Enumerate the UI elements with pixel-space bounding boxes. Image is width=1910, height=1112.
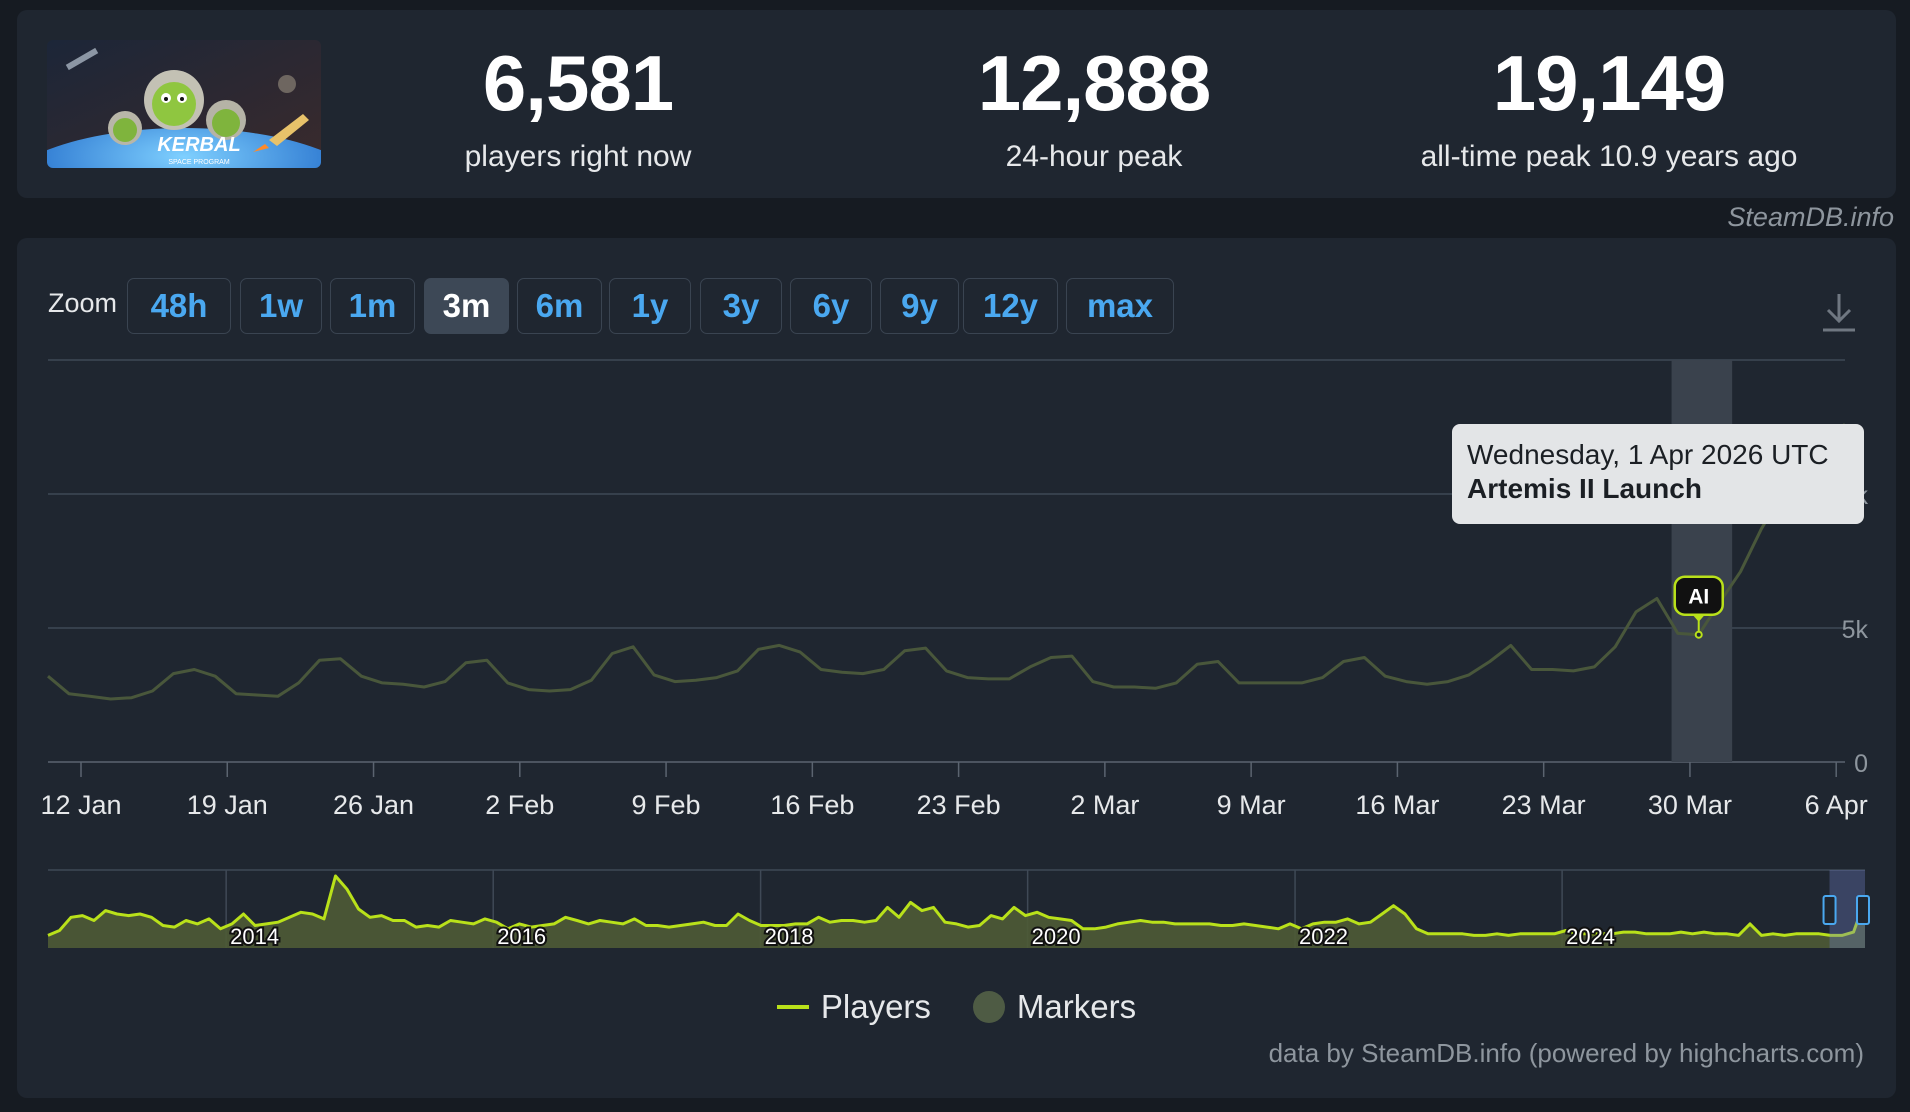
x-tick-label: 9 Feb — [632, 790, 701, 820]
peak-24h-value: 12,888 — [977, 39, 1212, 127]
marker-flag-pointer — [1691, 613, 1706, 622]
navigator-handle-right — [1856, 895, 1870, 925]
peak-24h-label: 24-hour peak — [1005, 140, 1183, 173]
x-tick-label: 26 Jan — [333, 790, 414, 820]
peak-24h-stat: 12,888 24-hour peak — [884, 44, 1304, 174]
legend-item-players[interactable]: Players — [776, 988, 931, 1026]
current-players-stat: 6,581 players right now — [368, 44, 788, 174]
game-art-title: KERBAL — [157, 134, 240, 156]
navigator-year-label: 2022 — [1299, 924, 1348, 949]
game-header-image[interactable]: KERBAL SPACE PROGRAM — [47, 40, 321, 168]
legend-markers-swatch — [972, 991, 1005, 1023]
x-tick-label: 30 Mar — [1648, 790, 1732, 820]
stats-panel: KERBAL SPACE PROGRAM 6,581 players right… — [17, 10, 1896, 198]
marker-anchor — [1694, 630, 1703, 639]
x-tick-label: 23 Mar — [1502, 790, 1586, 820]
game-art-subtitle: SPACE PROGRAM — [168, 159, 229, 166]
legend-players-swatch — [776, 1005, 809, 1009]
zoom-button-6m[interactable]: 6m — [517, 278, 602, 334]
y-tick-label: 5k — [1842, 616, 1869, 644]
navigator-year-label: 2020 — [1032, 924, 1081, 949]
alltime-peak-label: all-time peak 10.9 years ago — [1420, 140, 1798, 173]
x-tick-label: 2 Feb — [485, 790, 554, 820]
navigator-area — [48, 876, 1865, 948]
zoom-label: Zoom — [48, 288, 118, 318]
highcharts-credit[interactable]: data by SteamDB.info (powered by highcha… — [1268, 1038, 1864, 1068]
x-tick-label: 2 Mar — [1070, 790, 1139, 820]
y-tick-label: 0 — [1854, 750, 1868, 778]
navigator-year-label: 2024 — [1566, 924, 1615, 949]
legend-players-label: Players — [820, 988, 931, 1025]
x-tick-label: 16 Mar — [1355, 790, 1439, 820]
current-players-value: 6,581 — [482, 39, 674, 127]
x-tick-label: 9 Mar — [1217, 790, 1286, 820]
zoom-button-max[interactable]: max — [1066, 278, 1174, 334]
tooltip-date: Wednesday, 1 Apr 2026 UTC — [1467, 439, 1829, 470]
download-icon[interactable] — [1819, 290, 1859, 334]
zoom-button-48h[interactable]: 48h — [127, 278, 231, 334]
x-tick-label: 6 Apr — [1805, 790, 1868, 820]
navigator-handle-left — [1822, 895, 1837, 925]
current-players-label: players right now — [464, 140, 692, 173]
zoom-button-6y[interactable]: 6y — [790, 278, 872, 334]
legend-markers-label: Markers — [1016, 988, 1137, 1025]
steamdb-credit[interactable]: SteamDB.info — [1727, 202, 1894, 232]
zoom-button-1w[interactable]: 1w — [240, 278, 322, 334]
x-tick-label: 19 Jan — [187, 790, 268, 820]
x-tick-label: 23 Feb — [917, 790, 1001, 820]
navigator-year-label: 2018 — [765, 924, 814, 949]
x-tick-label: 16 Feb — [770, 790, 854, 820]
zoom-button-9y[interactable]: 9y — [880, 278, 959, 334]
navigator-year-label: 2014 — [230, 924, 279, 949]
players-series-line — [47, 423, 1846, 701]
zoom-button-12y[interactable]: 12y — [963, 278, 1058, 334]
legend-item-markers[interactable]: Markers — [972, 988, 1137, 1026]
zoom-button-1m[interactable]: 1m — [330, 278, 415, 334]
x-tick-label: 12 Jan — [40, 790, 121, 820]
tooltip-title: Artemis II Launch — [1467, 473, 1702, 504]
zoom-button-3m[interactable]: 3m — [424, 278, 509, 334]
highlight-band — [1671, 360, 1733, 762]
navigator-year-label: 2016 — [497, 924, 546, 949]
navigator-line — [47, 874, 1867, 937]
alltime-peak-value: 19,149 — [1492, 39, 1727, 127]
chart-legend: Players Markers — [17, 988, 1896, 1026]
alltime-peak-stat: 19,149 all-time peak 10.9 years ago — [1399, 44, 1819, 174]
marker-tooltip: Wednesday, 1 Apr 2026 UTC Artemis II Lau… — [1452, 424, 1864, 524]
marker-flag-label: AI — [1688, 586, 1709, 609]
zoom-button-1y[interactable]: 1y — [609, 278, 691, 334]
zoom-button-3y[interactable]: 3y — [700, 278, 782, 334]
